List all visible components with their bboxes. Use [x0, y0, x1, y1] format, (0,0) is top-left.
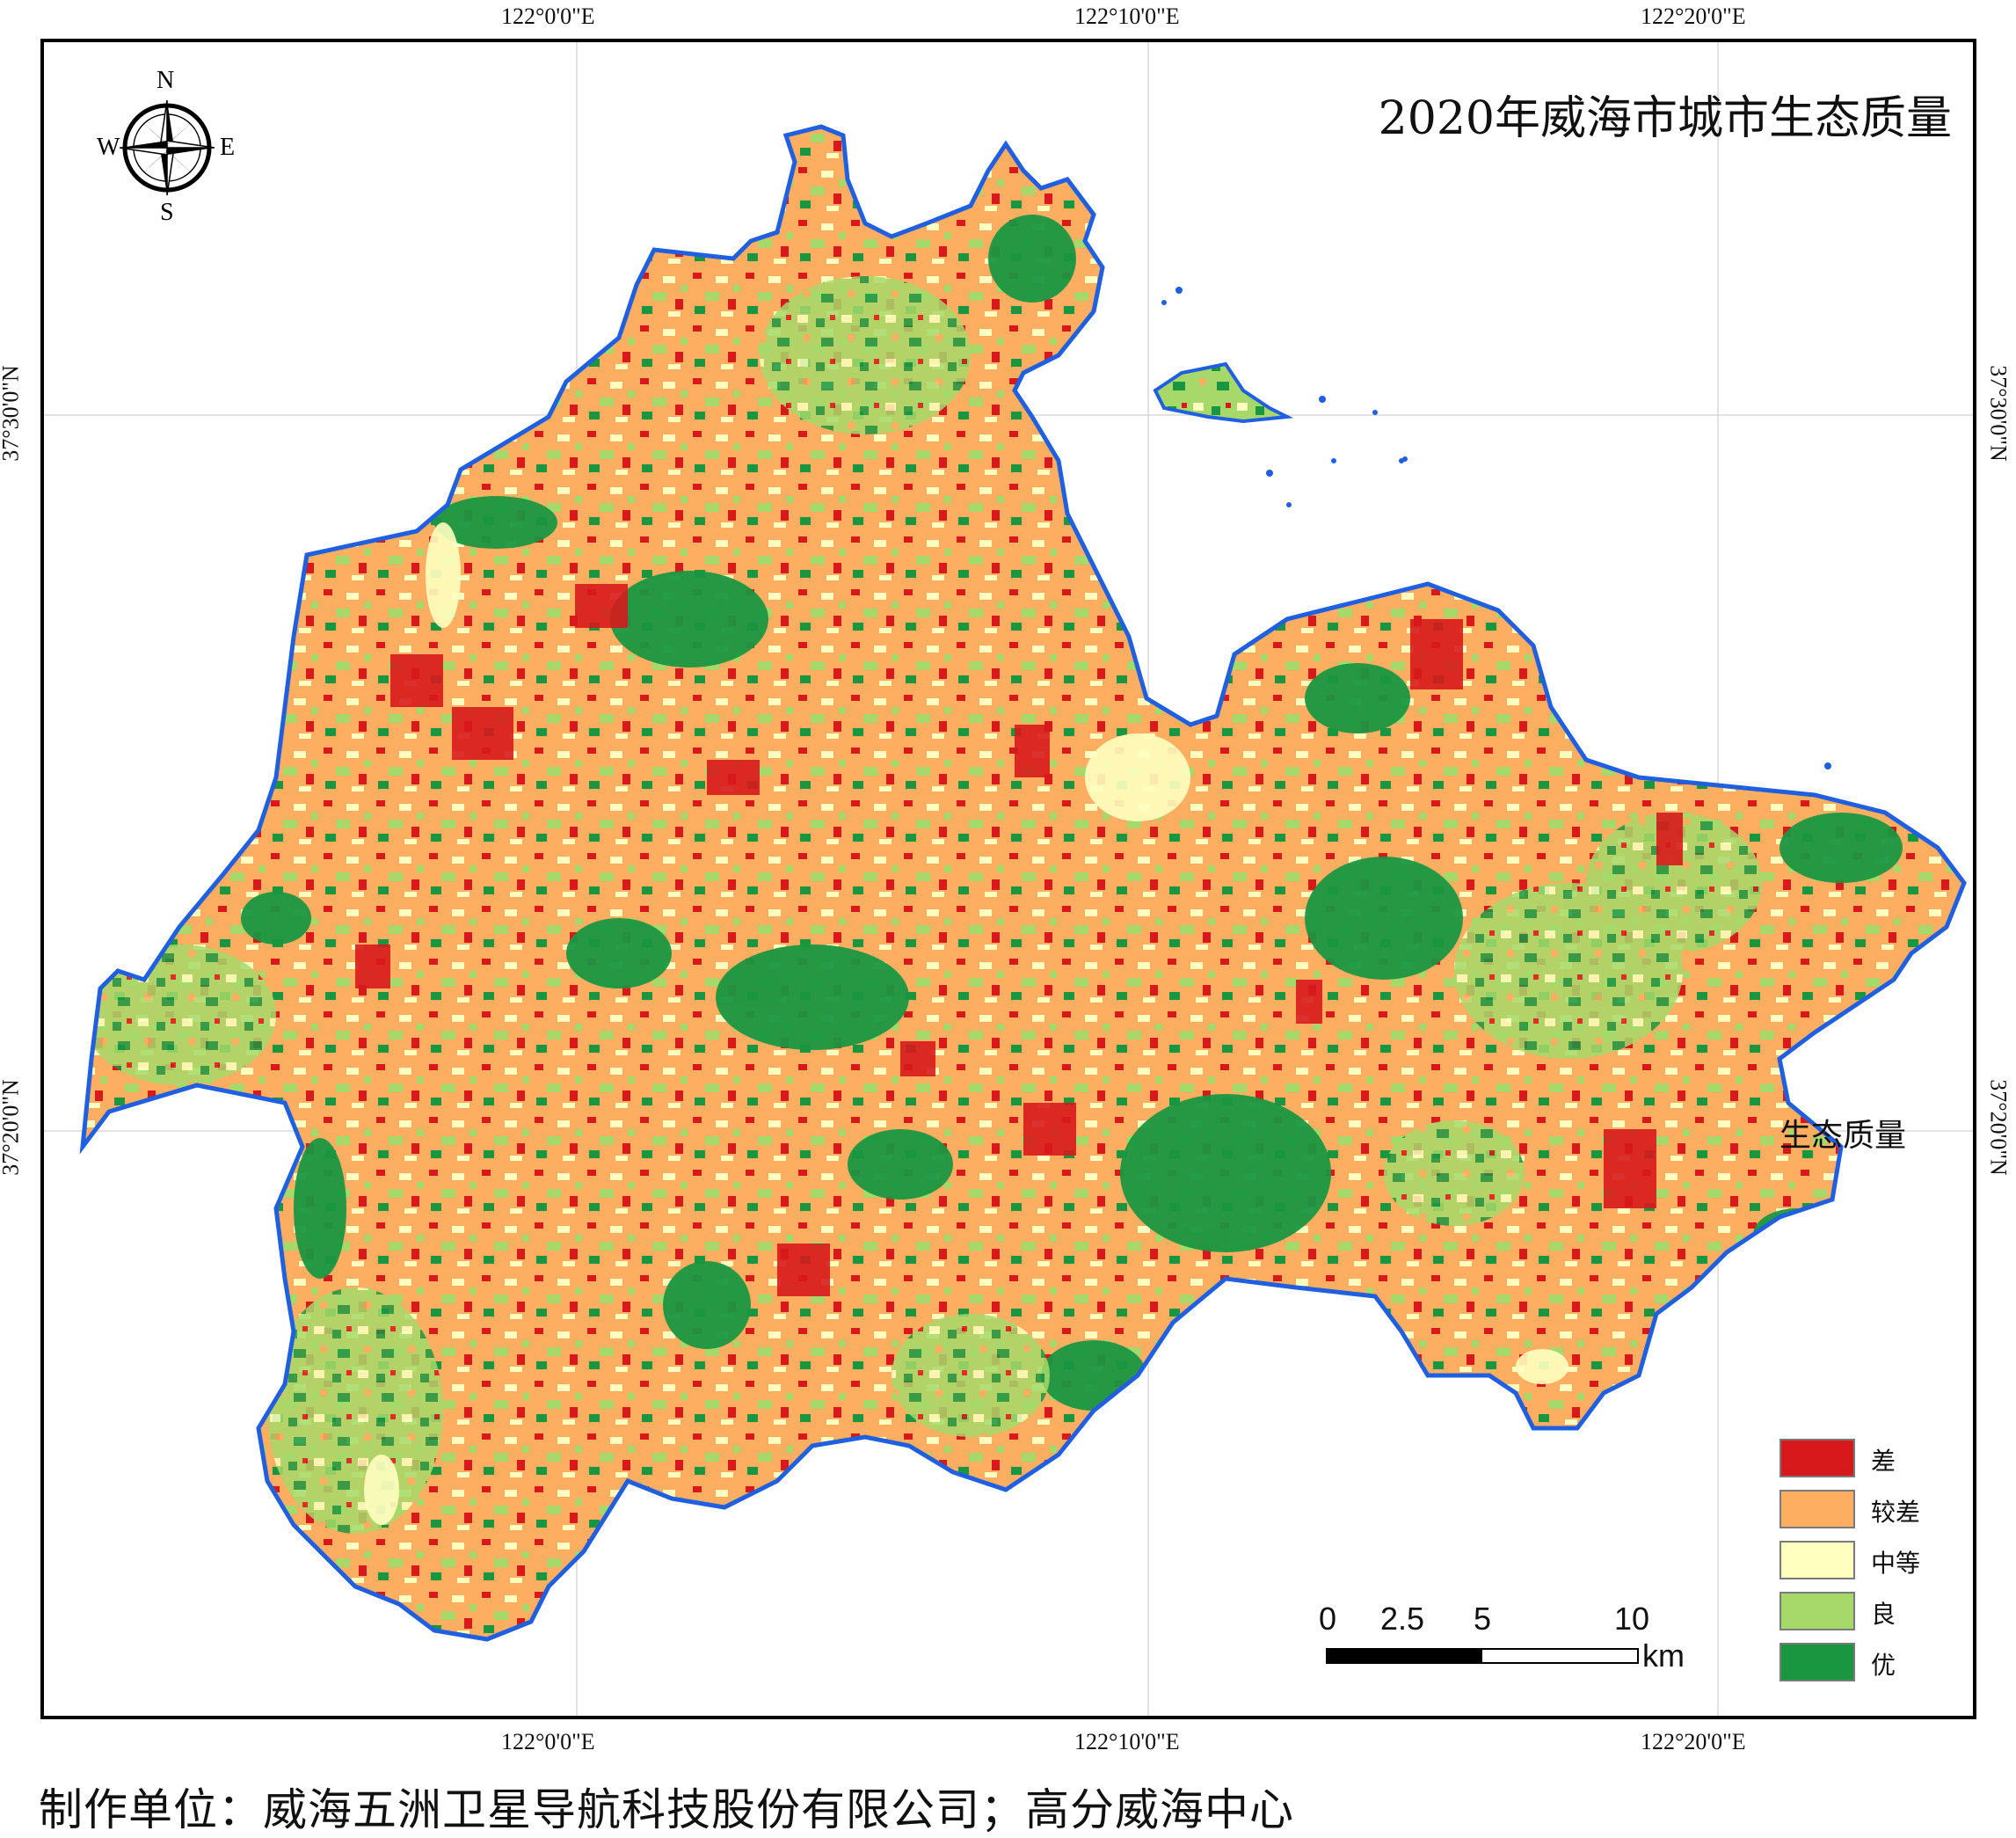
- map-canvas[interactable]: [44, 42, 1973, 1716]
- compass-rose-icon: [119, 99, 215, 196]
- bottom-lon-label-122-20: 122°20'0"E: [1641, 1729, 1746, 1754]
- left-lat-label-37-30: 37°30'0"N: [0, 365, 24, 462]
- left-lat-label-37-20: 37°20'0"N: [0, 1079, 24, 1176]
- scale-unit: km: [1642, 1637, 1685, 1674]
- scale-tick-2-5: 2.5: [1380, 1601, 1425, 1637]
- legend-label-fairly-poor: 较差: [1871, 1498, 1921, 1527]
- scale-tick-5: 5: [1474, 1601, 1492, 1637]
- legend-swatch-medium: [1779, 1541, 1855, 1579]
- ecology-raster: [83, 127, 1964, 1639]
- legend-label-good: 良: [1871, 1600, 1896, 1629]
- scale-bar: 0 2.5 5 10: [1319, 1601, 1649, 1673]
- small-islets: [1161, 287, 1831, 769]
- right-lat-label-37-30: 37°30'0"N: [1985, 365, 2012, 462]
- top-lon-label-122-0: 122°0'0"E: [501, 4, 595, 29]
- top-lon-label-122-10: 122°10'0"E: [1074, 4, 1180, 29]
- bottom-lon-label-122-0: 122°0'0"E: [501, 1729, 595, 1754]
- map-frame: 2020年威海市城市生态质量 N S W E: [40, 39, 1976, 1719]
- compass-east-label: E: [220, 134, 236, 161]
- legend-swatch-fairly-poor: [1779, 1490, 1855, 1528]
- legend-label-medium: 中等: [1871, 1549, 1921, 1578]
- producer-credit: 制作单位：威海五洲卫星导航科技股份有限公司；高分威海中心: [39, 1784, 1294, 1835]
- compass-west-label: W: [97, 134, 120, 161]
- scale-tick-10: 10: [1614, 1601, 1650, 1637]
- legend-title: 生态质量: [1779, 1118, 1907, 1154]
- legend-swatch-poor: [1779, 1439, 1855, 1477]
- right-lat-label-37-20: 37°20'0"N: [1985, 1079, 2012, 1176]
- bottom-lon-label-122-10: 122°10'0"E: [1074, 1729, 1180, 1754]
- legend-swatch-good: [1779, 1592, 1855, 1630]
- compass-north-label: N: [156, 67, 175, 94]
- top-lon-label-122-20: 122°20'0"E: [1641, 4, 1746, 29]
- liugong-island: [1153, 361, 1294, 424]
- legend-label-excellent: 优: [1871, 1651, 1896, 1680]
- map-title: 2020年威海市城市生态质量: [1378, 92, 1952, 145]
- legend-label-poor: 差: [1871, 1447, 1896, 1476]
- scale-tick-0: 0: [1319, 1601, 1337, 1637]
- compass-south-label: S: [160, 199, 174, 226]
- north-arrow: N S W E: [97, 67, 237, 226]
- legend-swatch-excellent: [1779, 1643, 1855, 1681]
